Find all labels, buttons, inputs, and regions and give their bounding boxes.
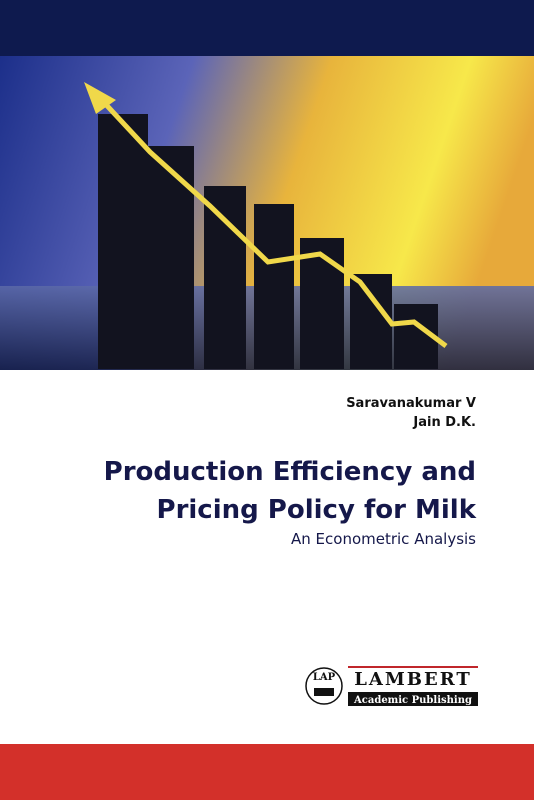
- logo-emblem: [305, 667, 343, 705]
- title: Production Efficiency and Pricing Policy…: [104, 453, 476, 529]
- cover-art: [0, 56, 534, 370]
- publisher-name: LAMBERT: [354, 669, 472, 690]
- authors: Saravanakumar V Jain D.K.: [346, 394, 476, 432]
- subtitle: An Econometric Analysis: [291, 530, 476, 548]
- publisher-tagline: Academic Publishing: [353, 695, 472, 706]
- bottom-band: [0, 744, 534, 800]
- publisher-logo: LAP LAMBERT Academic Publishing: [305, 666, 478, 706]
- author: Jain D.K.: [413, 415, 476, 430]
- logo-book: [314, 688, 334, 696]
- top-band: [0, 0, 534, 56]
- title-line: Production Efficiency and: [103, 457, 476, 487]
- logo-mark: LAP: [313, 672, 336, 683]
- title-line: Pricing Policy for Milk: [156, 495, 476, 525]
- logo-tag-bg: [348, 692, 478, 706]
- author: Saravanakumar V: [346, 396, 476, 411]
